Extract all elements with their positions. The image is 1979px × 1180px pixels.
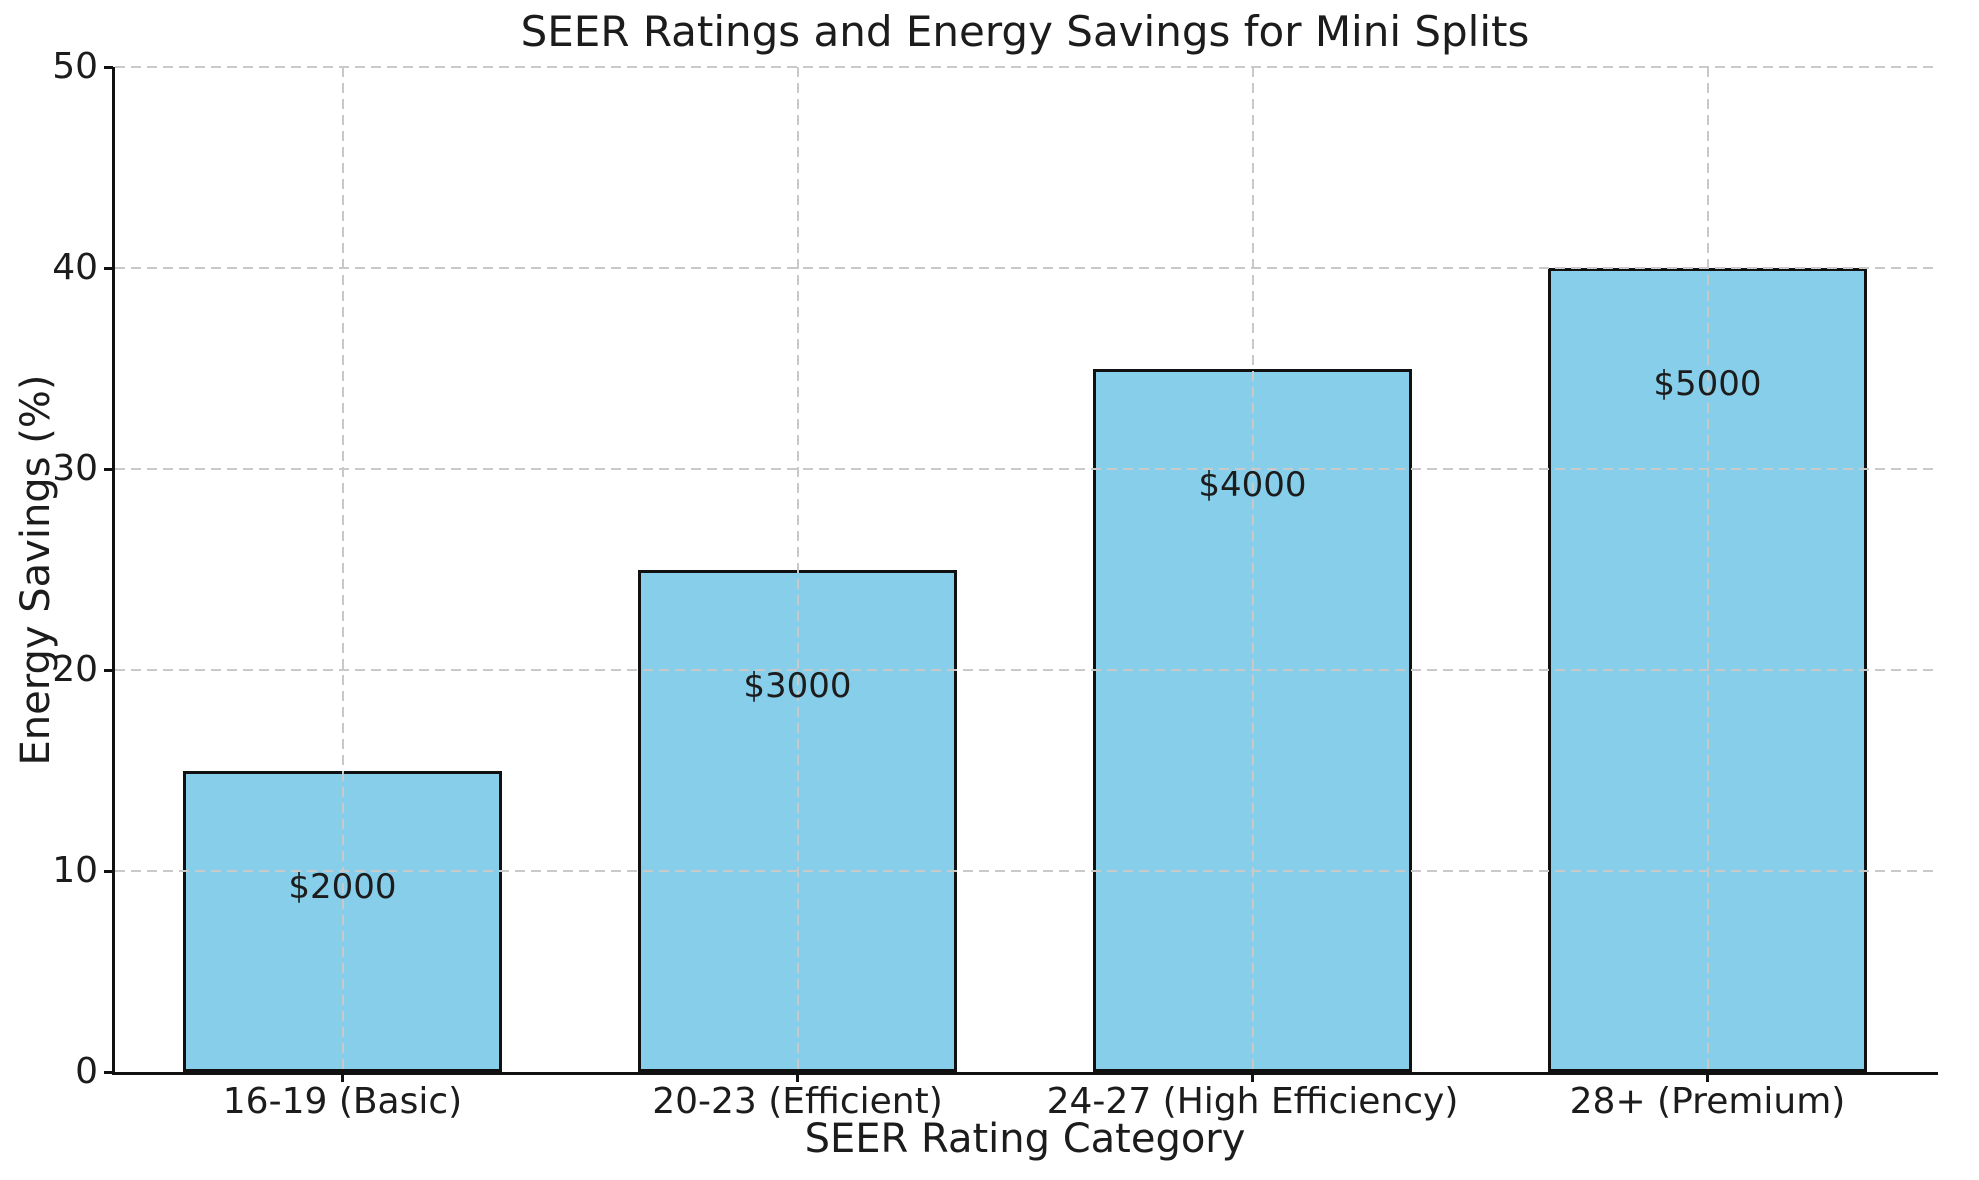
bar-value-label: $5000 <box>1653 364 1762 404</box>
y-tick-label: 20 <box>52 649 98 690</box>
gridline-horizontal <box>115 870 1935 872</box>
y-axis-spine <box>112 67 115 1075</box>
gridline-horizontal <box>115 669 1935 671</box>
gridline-vertical <box>1251 67 1254 1072</box>
x-tick-label: 16-19 (Basic) <box>222 1081 463 1122</box>
y-tick-mark <box>104 266 113 270</box>
y-tick-mark <box>104 668 113 672</box>
bar-value-label: $3000 <box>743 665 852 706</box>
y-tick-mark <box>104 1070 113 1074</box>
x-tick-label: 28+ (Premium) <box>1569 1081 1846 1122</box>
y-tick-label: 0 <box>75 1051 98 1092</box>
y-tick-label: 10 <box>52 850 98 891</box>
gridline-vertical <box>796 67 799 1072</box>
y-tick-label: 30 <box>52 448 98 489</box>
x-axis-spine <box>112 1072 1938 1075</box>
bar-value-label: $4000 <box>1198 464 1307 505</box>
x-tick-mark <box>341 1075 344 1082</box>
plot-area: $2000 $3000 $4000 $5000 <box>112 66 1938 1075</box>
gridline-vertical <box>1706 67 1709 1072</box>
x-tick-label: 20-23 (Efficient) <box>652 1081 943 1122</box>
y-axis-label: Energy Savings (%) <box>13 374 59 766</box>
x-tick-label: 24-27 (High Efficiency) <box>1046 1081 1459 1122</box>
y-tick-label: 50 <box>52 46 98 87</box>
y-tick-mark <box>104 869 113 873</box>
x-tick-mark <box>1251 1075 1254 1082</box>
gridline-horizontal <box>115 468 1935 470</box>
x-tick-mark <box>796 1075 799 1082</box>
bar-value-label: $2000 <box>288 866 397 907</box>
gridline-vertical <box>341 67 344 1072</box>
y-tick-label: 40 <box>52 247 98 288</box>
chart-title: SEER Ratings and Energy Savings for Mini… <box>520 7 1530 56</box>
gridline-horizontal <box>115 66 1935 68</box>
x-tick-mark <box>1706 1075 1709 1082</box>
x-axis-label: SEER Rating Category <box>804 1116 1246 1162</box>
y-tick-mark <box>104 65 113 69</box>
y-tick-mark <box>104 467 113 471</box>
gridline-horizontal <box>115 267 1935 269</box>
